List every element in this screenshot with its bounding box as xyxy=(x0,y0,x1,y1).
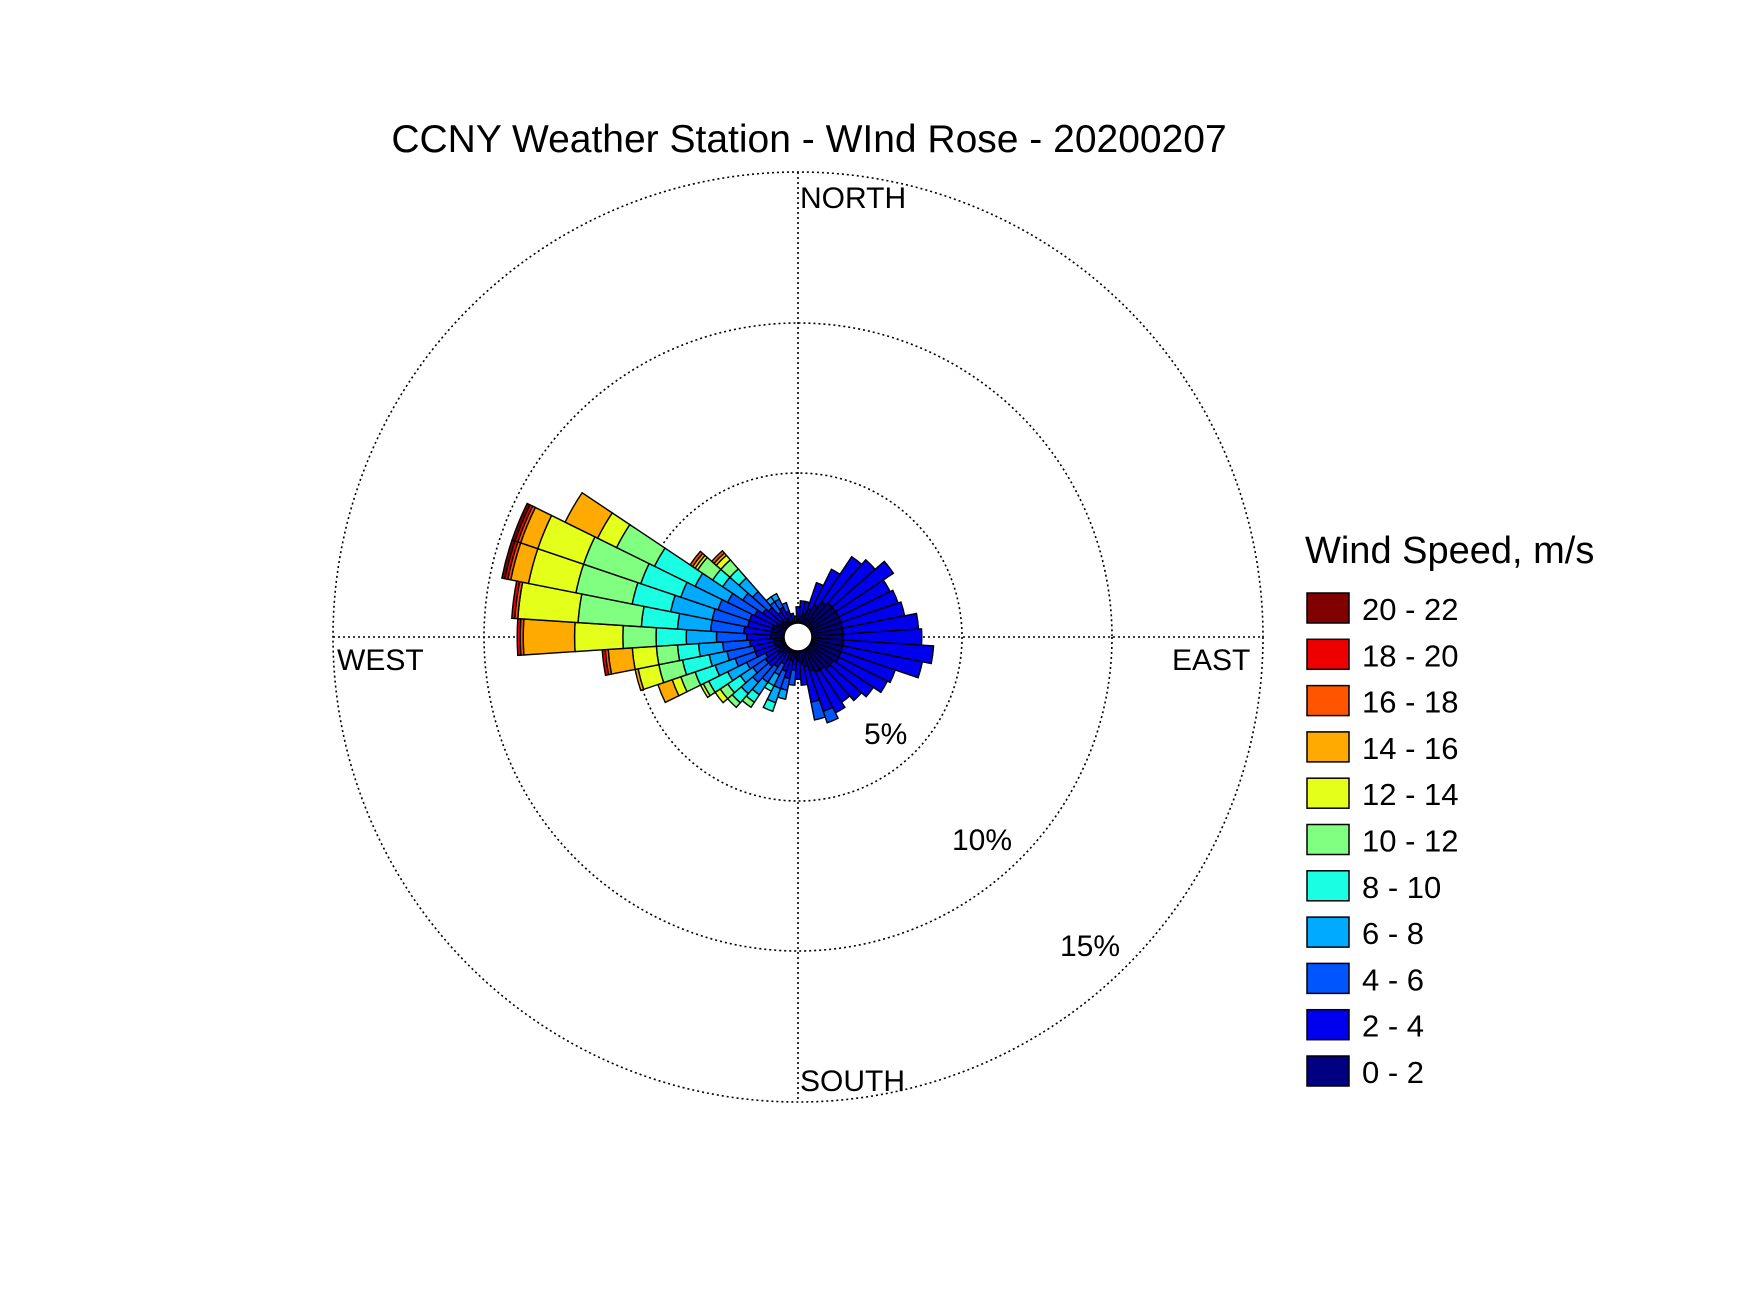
legend-swatch xyxy=(1306,777,1350,809)
direction-label-west: WEST xyxy=(337,644,424,677)
legend-swatch xyxy=(1306,823,1350,856)
wind-bar-segment xyxy=(822,706,839,724)
legend-swatch xyxy=(1306,731,1350,763)
legend-label: 8 - 10 xyxy=(1362,870,1441,905)
legend-label: 20 - 22 xyxy=(1362,592,1459,627)
legend-label: 12 - 14 xyxy=(1362,777,1459,812)
chart-title: CCNY Weather Station - WInd Rose - 20200… xyxy=(391,118,1226,161)
legend-swatch xyxy=(1306,1008,1350,1041)
wind-bar-segment xyxy=(770,592,781,603)
wind-bar-segment xyxy=(573,621,624,653)
direction-labels: NORTH EAST SOUTH WEST xyxy=(337,182,1250,1098)
wind-sector-165 xyxy=(797,636,827,721)
wind-bar-segment xyxy=(831,560,895,613)
wind-bar-segment xyxy=(781,601,791,614)
calm-center-circle xyxy=(783,622,813,652)
legend-label: 6 - 8 xyxy=(1362,916,1424,951)
wind-bar-segment xyxy=(631,645,660,671)
wind-bar-segment xyxy=(522,618,576,656)
wind-sector-240 xyxy=(699,636,799,699)
wind-sector-270 xyxy=(516,617,799,657)
wind-bar-segment xyxy=(789,612,796,624)
wind-bar-segment xyxy=(607,647,636,675)
radial-tick-label-10: 10% xyxy=(952,824,1012,857)
legend-label: 4 - 6 xyxy=(1362,962,1424,997)
legend-label: 14 - 16 xyxy=(1362,731,1459,766)
legend-title: Wind Speed, m/s xyxy=(1305,530,1594,572)
legend-swatch xyxy=(1306,684,1350,717)
wind-sector-315 xyxy=(710,549,799,638)
wind-bar-segment xyxy=(511,502,531,542)
wind-bar-segment xyxy=(564,491,614,540)
legend-swatch xyxy=(1306,962,1350,995)
wind-bar-segment xyxy=(516,617,522,657)
wind-bar-segment xyxy=(622,624,658,650)
wind-sector-262.5 xyxy=(601,636,799,677)
direction-label-north: NORTH xyxy=(800,182,906,215)
wind-bar-segment xyxy=(762,698,777,713)
radial-tick-label-5: 5% xyxy=(864,718,907,751)
wind-bar-segment xyxy=(834,656,889,694)
legend-label: 18 - 20 xyxy=(1362,638,1459,673)
wind-bar-segment xyxy=(828,659,875,698)
wind-bar-segment xyxy=(689,550,704,568)
wind-bar-segment xyxy=(799,662,809,686)
wind-sector-277.5 xyxy=(511,580,799,638)
legend-label: 10 - 12 xyxy=(1362,824,1459,859)
legend-label: 16 - 18 xyxy=(1362,685,1459,720)
wind-sector-292.5 xyxy=(511,502,799,638)
direction-label-east: EAST xyxy=(1172,644,1250,677)
wind-bar-segment xyxy=(840,645,924,679)
wind-sector-247.5 xyxy=(657,636,799,704)
legend-swatch xyxy=(1306,638,1350,671)
wind-bar-segment xyxy=(655,626,688,648)
wind-bar-segment xyxy=(710,549,726,565)
direction-label-south: SOUTH xyxy=(800,1065,905,1098)
legend-swatch xyxy=(1306,916,1350,948)
radial-tick-label-15: 15% xyxy=(1060,930,1120,963)
legend: Wind Speed, m/s 20 - 22 18 - 20 16 - 18 14 … xyxy=(1305,530,1594,1090)
wind-bar-segment xyxy=(810,699,827,721)
legend-entries: 20 - 22 18 - 20 16 - 18 14 - 16 12 - 14 10 - … xyxy=(1306,592,1459,1090)
wind-sector-157.5 xyxy=(797,636,839,724)
legend-swatch xyxy=(1306,870,1350,902)
radial-tick-labels: 5% 10% 15% xyxy=(864,718,1120,963)
wind-bar-segment xyxy=(813,568,841,608)
legend-swatch xyxy=(1306,592,1350,624)
wind-bar-segment xyxy=(655,644,681,666)
wind-bar-segment xyxy=(841,639,935,665)
legend-label: 2 - 4 xyxy=(1362,1009,1424,1044)
wind-bar-segment xyxy=(824,663,863,702)
legend-label: 0 - 2 xyxy=(1362,1055,1424,1090)
wind-bar-segment xyxy=(837,650,897,684)
legend-swatch xyxy=(1306,1055,1350,1087)
